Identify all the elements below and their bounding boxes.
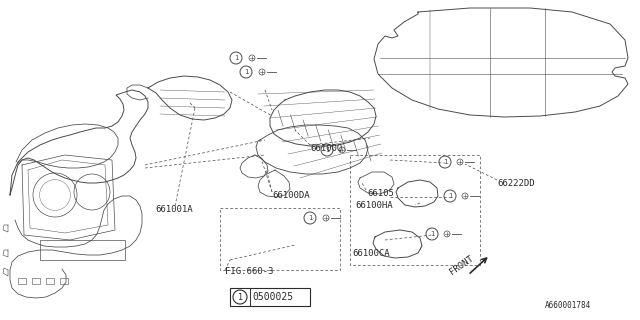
Text: 1: 1 [308, 215, 312, 221]
Text: 1: 1 [324, 147, 329, 153]
Text: 661001A: 661001A [155, 205, 193, 214]
Text: 66100CA: 66100CA [352, 250, 390, 259]
Bar [46, 278, 54, 284]
Text: FIG.660-3: FIG.660-3 [225, 268, 273, 276]
Bar [32, 278, 40, 284]
Text: 0500025: 0500025 [252, 292, 293, 302]
Text: 1: 1 [448, 193, 452, 199]
Text: FRONT: FRONT [448, 254, 475, 276]
Bar [60, 278, 68, 284]
Text: 66222DD: 66222DD [497, 179, 534, 188]
Text: 66100HA: 66100HA [355, 201, 392, 210]
Text: 1: 1 [234, 55, 238, 61]
Text: 66100Q: 66100Q [310, 143, 342, 153]
Text: 1: 1 [244, 69, 248, 75]
Text: 66105: 66105 [367, 188, 394, 197]
Text: 1: 1 [443, 159, 447, 165]
Text: 1: 1 [429, 231, 435, 237]
Text: A660001784: A660001784 [545, 301, 591, 310]
Bar [18, 278, 26, 284]
Text: 1: 1 [237, 292, 243, 301]
Bar [40, 240, 125, 260]
Bar [230, 288, 310, 306]
Text: 66100DA: 66100DA [272, 190, 310, 199]
